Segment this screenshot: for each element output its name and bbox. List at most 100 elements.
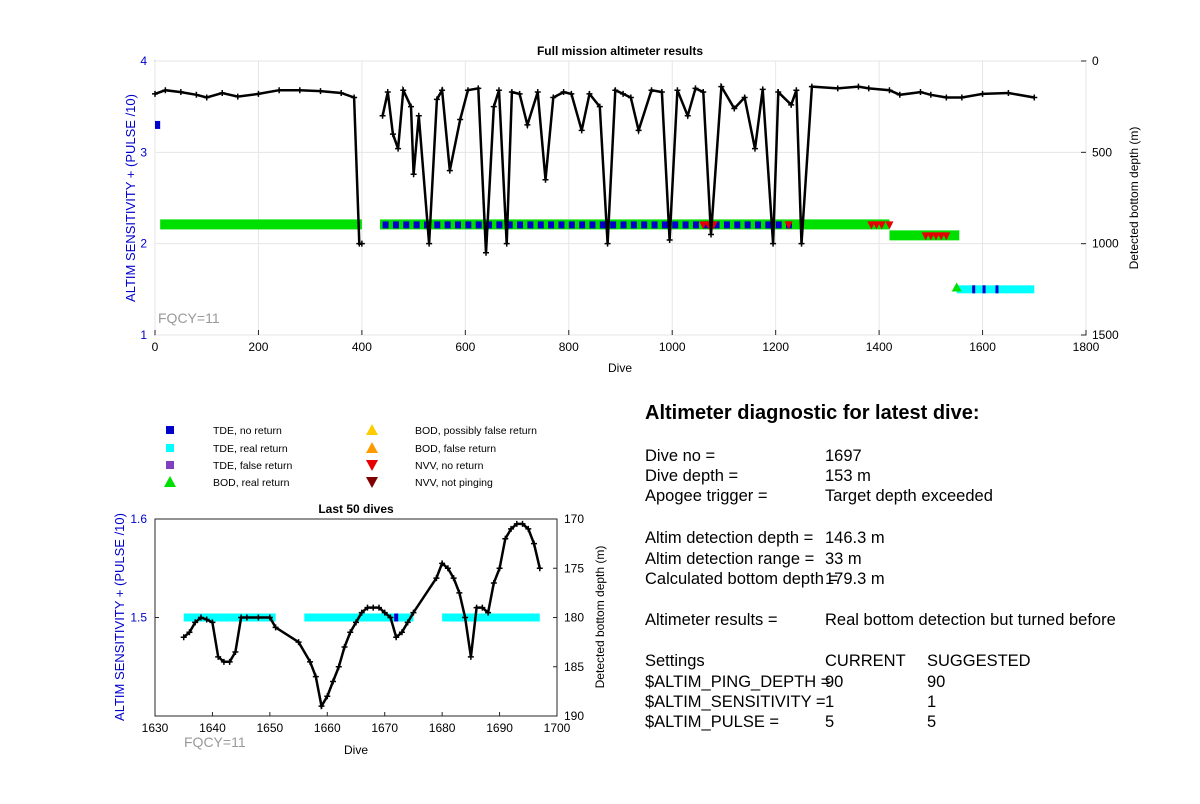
top-y-tick-label: 1 — [140, 328, 147, 342]
top-depth-point — [446, 167, 453, 174]
bottom-x-tick-label: 1690 — [486, 721, 513, 735]
dive-no-label: Dive no = — [645, 447, 716, 465]
legend-swatch — [366, 460, 378, 471]
top-tde-no-return-mark — [454, 221, 461, 229]
top-depth-point — [177, 89, 184, 96]
top-depth-point — [503, 240, 510, 247]
bottom-depth-point — [272, 624, 279, 631]
bottom-depth-point — [496, 565, 503, 572]
bottom-depth-point — [243, 614, 250, 621]
suggested-label: SUGGESTED — [927, 652, 1031, 670]
bottom-depth-point — [467, 653, 474, 660]
top-y-tick-label: 3 — [140, 145, 147, 159]
top-tde-no-return-mark — [465, 221, 472, 229]
top-depth-point — [395, 145, 402, 152]
top-depth-point — [788, 101, 795, 108]
top-depth-point — [219, 89, 226, 96]
bottom-depth-point — [266, 614, 273, 621]
bottom-depth-point — [375, 604, 382, 611]
legend-label: BOD, possibly false return — [415, 425, 537, 437]
bottom-marks — [180, 520, 543, 710]
legend-swatch — [366, 442, 378, 453]
top-tde-no-return-mark — [734, 221, 741, 229]
bottom-x-tick-label: 1650 — [257, 721, 284, 735]
top-tde-no-return-mark — [713, 221, 720, 229]
bottom-depth-point — [330, 678, 337, 685]
pulse-label: $ALTIM_PULSE = — [645, 713, 780, 731]
apogee-label: Apogee trigger = — [645, 487, 768, 505]
top-depth-point — [234, 93, 241, 100]
top-plot-frame — [154, 60, 1087, 336]
top-tde-no-return-mark — [568, 221, 575, 229]
top-depth-point — [886, 87, 893, 94]
top-depth-point — [516, 90, 523, 97]
top-x-tick-label: 600 — [455, 340, 475, 354]
top-depth-point — [865, 85, 872, 92]
top-depth-point — [296, 87, 303, 94]
top-x-tick-label: 1600 — [969, 340, 996, 354]
top-x-tick-label: 1200 — [762, 340, 789, 354]
top-depth-point — [627, 94, 634, 101]
top-y-axis-label: ALTIM SENSITIVITY + (PULSE /10) — [123, 94, 138, 302]
top-y2-tick-label: 500 — [1092, 145, 1112, 159]
bottom-depth-point — [381, 609, 388, 616]
bottom-y-tick-label: 1.5 — [130, 611, 147, 625]
sensitivity-suggested: 1 — [927, 693, 937, 711]
top-nvv-no-return-mark — [921, 232, 930, 241]
top-depth-point — [979, 90, 986, 97]
top-depth-point — [612, 87, 619, 94]
sensitivity-label: $ALTIM_SENSITIVITY = — [645, 693, 826, 711]
top-depth-point — [152, 90, 158, 97]
top-tde-no-return-mark — [589, 221, 596, 229]
bottom-depth-point — [341, 644, 348, 651]
ping-depth-label: $ALTIM_PING_DEPTH = — [645, 673, 831, 691]
top-tde-no-return-mark — [982, 285, 986, 294]
settings-label: Settings — [645, 652, 705, 670]
last-50-dives-chart: 1630 1640 1650 1660 1670 1680 1690 1700 1.5 1.6 17… — [112, 502, 607, 757]
top-x-tick-label: 1000 — [659, 340, 686, 354]
bottom-x-tick-label: 1680 — [429, 721, 456, 735]
bottom-depth-point — [398, 629, 405, 636]
bottom-depth-point — [215, 653, 222, 660]
top-tde-no-return-mark — [995, 285, 999, 294]
apogee-value: Target depth exceeded — [825, 487, 993, 505]
legend-label: BOD, false return — [415, 443, 496, 455]
bottom-y2-tick-label: 180 — [564, 611, 584, 625]
bottom-depth-point — [226, 658, 233, 665]
bottom-ticks: 1630 1640 1650 1660 1670 1680 1690 1700 1.5 1.6 17… — [130, 512, 584, 735]
top-nvv-no-return-mark — [784, 221, 793, 230]
top-tde-no-return-mark — [661, 221, 668, 229]
top-depth-point — [700, 89, 707, 96]
top-nvv-no-return-mark — [926, 232, 935, 241]
top-depth-point — [426, 240, 433, 247]
bottom-depth-point — [318, 703, 325, 710]
top-depth-point — [620, 90, 627, 97]
top-tde-no-return-mark — [641, 221, 648, 229]
bottom-depth-point — [456, 589, 463, 596]
full-mission-chart: 0 200 400 600 800 1000 1200 1400 1600 1800 1 2 3 4 0 50… — [123, 44, 1141, 375]
top-tde-no-return-mark — [506, 221, 513, 229]
top-tde-no-return-mark — [620, 221, 627, 229]
top-depth-point — [808, 83, 815, 90]
diagnostic-title: Altimeter diagnostic for latest dive: — [645, 402, 980, 424]
top-tde-no-return-mark — [537, 221, 544, 229]
top-nvv-no-return-mark — [885, 221, 894, 230]
bottom-y2-axis-label: Detected bottom depth (m) — [593, 546, 607, 689]
top-fqcy-annotation: FQCY=11 — [158, 310, 220, 326]
dive-depth-value: 153 m — [825, 467, 871, 485]
top-tde-no-return-mark — [610, 221, 617, 229]
top-depth-series-line — [381, 82, 1035, 253]
top-depth-point — [684, 112, 691, 119]
top-tde-no-return-mark — [765, 221, 772, 229]
top-depth-point — [834, 85, 841, 92]
top-tde-no-return-mark — [434, 221, 441, 229]
top-depth-point — [433, 96, 440, 103]
top-depth-point — [596, 103, 603, 110]
bottom-depth-point — [324, 693, 331, 700]
top-tde-no-return-mark — [775, 221, 782, 229]
results-value: Real bottom detection but turned before — [825, 611, 1116, 629]
legend: TDE, no return TDE, real return TDE, false… — [164, 424, 537, 489]
top-depth-point — [1005, 89, 1012, 96]
top-y2-tick-label: 0 — [1092, 54, 1099, 68]
top-depth-point — [775, 89, 782, 96]
